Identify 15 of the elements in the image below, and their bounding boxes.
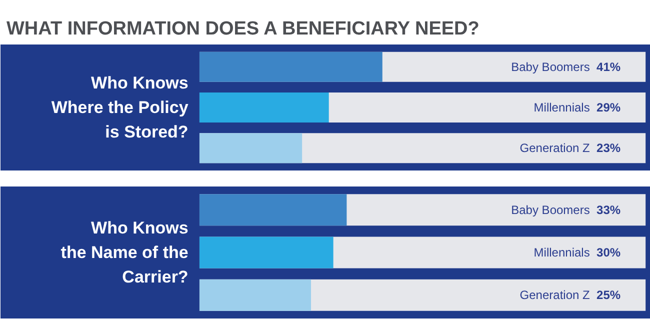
text: Who Knows Where the Policy is Stored? (51, 73, 189, 142)
category-label: Baby Boomers (511, 60, 590, 74)
category-label: Millennials (534, 100, 590, 114)
category-label: Generation Z (520, 288, 590, 302)
category-label: Millennials (534, 246, 590, 260)
data-label: 30% (596, 246, 621, 260)
text: Who Knows the Name of the Carrier? (60, 218, 188, 287)
category-label: Baby Boomers (511, 202, 590, 217)
data-label: 33% (596, 202, 621, 217)
data-label: 25% (596, 288, 621, 302)
data-label: 29% (596, 100, 621, 114)
data-label: 23% (596, 141, 621, 156)
category-label: Generation Z (520, 141, 590, 156)
chart-title: WHAT INFORMATION DOES A BENEFICIARY NEED? (6, 18, 480, 40)
data-label: 41% (596, 60, 621, 74)
